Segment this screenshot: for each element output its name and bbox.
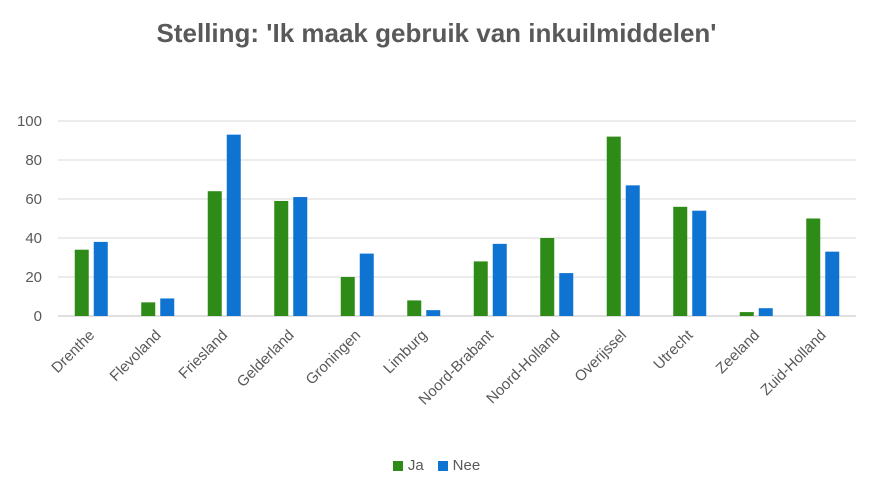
y-tick-label: 20 — [25, 269, 42, 286]
x-tick-label: Drenthe — [48, 327, 98, 377]
x-tick-label: Flevoland — [107, 327, 165, 385]
y-tick-label: 60 — [25, 191, 42, 208]
bar-ja — [540, 238, 555, 316]
bar-nee — [692, 210, 707, 316]
y-tick-label: 0 — [34, 308, 42, 325]
x-tick-label: Zeeland — [713, 327, 763, 377]
x-tick-label: Groningen — [303, 327, 365, 389]
bar-nee — [226, 134, 241, 316]
bar-nee — [359, 253, 374, 316]
legend-label-ja: Ja — [407, 457, 424, 474]
bar-nee — [559, 273, 574, 316]
bar-ja — [274, 200, 289, 316]
x-tick-label: Zuid-Holland — [757, 327, 829, 399]
legend: Ja Nee — [0, 457, 873, 474]
bar-nee — [492, 243, 507, 316]
bar-nee — [293, 197, 308, 316]
x-tick-label: Friesland — [175, 327, 231, 383]
y-tick-label: 80 — [25, 152, 42, 169]
legend-item-nee: Nee — [437, 457, 481, 474]
legend-item-ja: Ja — [392, 457, 424, 474]
legend-swatch-ja — [392, 460, 403, 471]
bar-ja — [606, 136, 621, 316]
x-tick-label: Overijssel — [571, 327, 630, 386]
bar-nee — [93, 241, 108, 316]
legend-swatch-nee — [437, 460, 448, 471]
bar-ja — [473, 261, 488, 316]
x-tick-label: Gelderland — [234, 327, 298, 391]
bar-nee — [426, 310, 441, 316]
bar-ja — [673, 206, 688, 316]
bar-nee — [825, 251, 840, 316]
bar-ja — [74, 249, 89, 316]
bar-nee — [160, 298, 175, 316]
x-tick-label: Limburg — [380, 327, 430, 377]
bar-ja — [207, 191, 222, 316]
bar-nee — [625, 185, 640, 316]
y-tick-label: 100 — [17, 113, 42, 130]
y-tick-label: 40 — [25, 230, 42, 247]
legend-label-nee: Nee — [452, 457, 481, 474]
bar-ja — [739, 312, 754, 316]
bar-nee — [758, 308, 773, 316]
bar-ja — [806, 218, 821, 316]
bar-ja — [141, 302, 156, 316]
bar-ja — [340, 277, 355, 316]
chart-title: Stelling: 'Ik maak gebruik van inkuilmid… — [156, 18, 717, 48]
x-tick-label: Utrecht — [650, 326, 697, 373]
bar-ja — [407, 300, 422, 316]
